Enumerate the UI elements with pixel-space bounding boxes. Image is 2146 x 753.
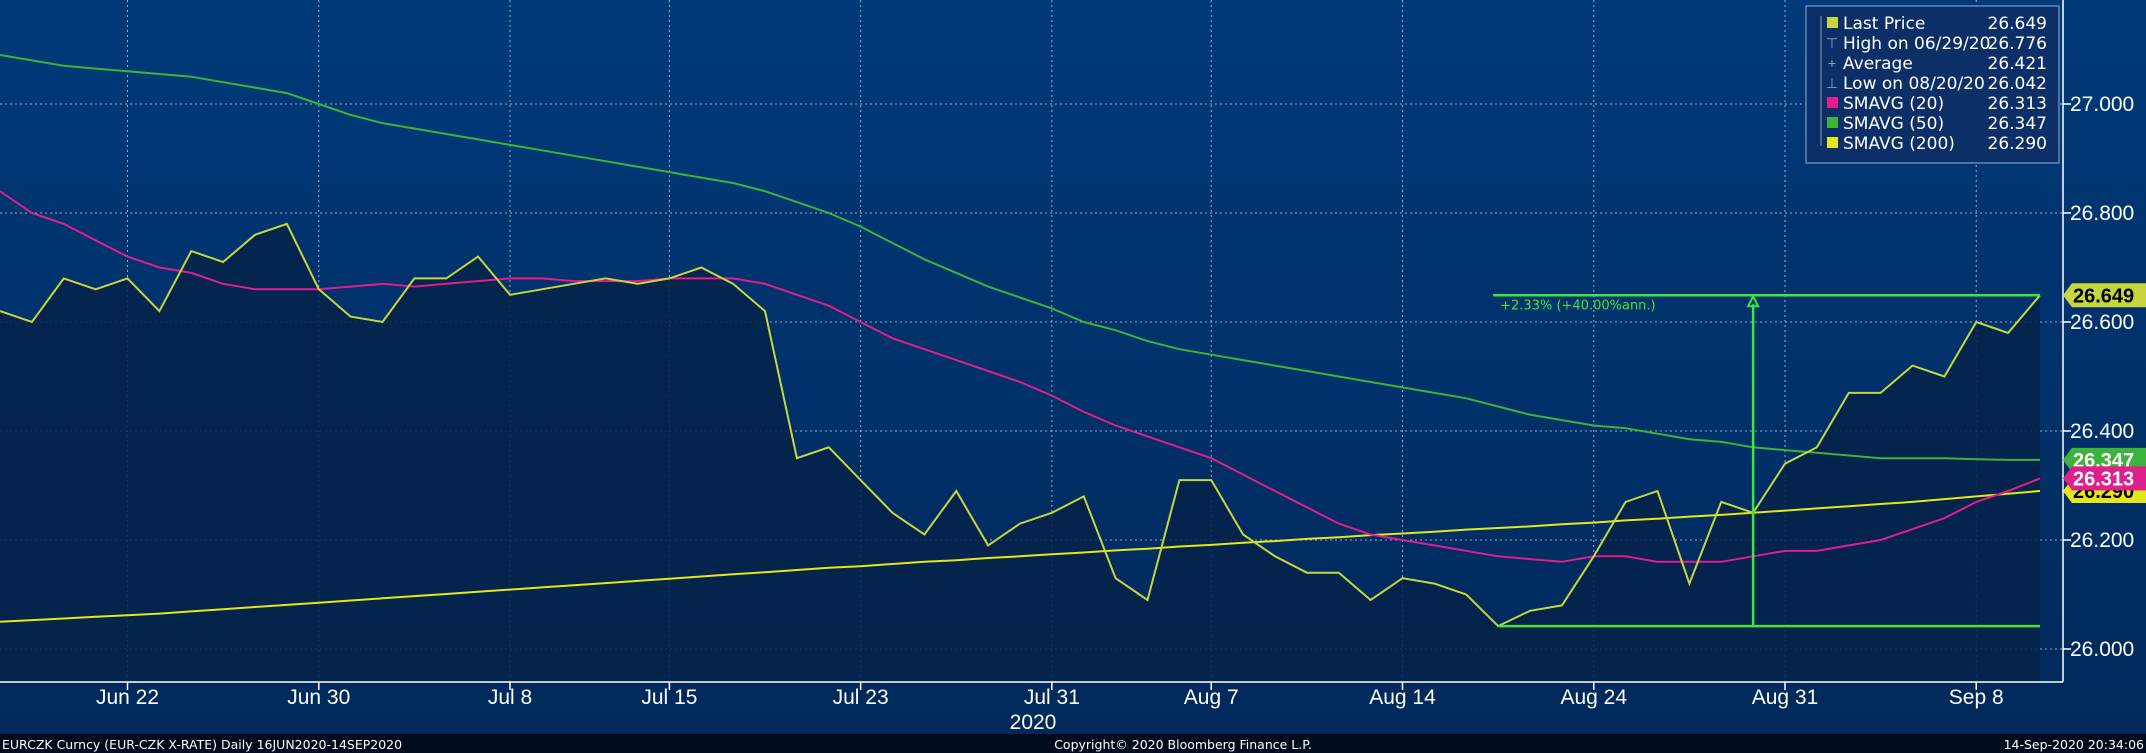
legend-item: ⊥ Low on 08/20/20 26.042: [1826, 74, 2047, 94]
footer-center-text: Copyright© 2020 Bloomberg Finance L.P.: [1054, 737, 1312, 752]
legend-label: Last Price: [1843, 14, 1925, 34]
x-tick-label: Jul 15: [641, 686, 697, 709]
series-lines: [0, 54, 2041, 628]
x-axis-ticks: Jun 22 Jun 30 Jul 8 Jul 15 Jul 23 Jul 31 Aug 7…: [96, 682, 2004, 709]
series-line-smavg-20: [0, 190, 2041, 563]
legend-value: 26.290: [1988, 134, 2047, 154]
legend-label: SMAVG (200): [1843, 134, 1955, 154]
legend-item: SMAVG (200) 26.290: [1827, 134, 2047, 154]
price-tag-label: 26.313: [2073, 468, 2134, 490]
x-tick-label: Aug 7: [1184, 686, 1239, 709]
legend-label: High on 06/29/20: [1843, 34, 1990, 54]
price-area: [0, 223, 2040, 682]
x-tick-label: Jun 22: [96, 686, 159, 709]
legend-glyph: ⊥: [1826, 75, 1838, 91]
y-tick-label: 27.000: [2070, 93, 2134, 116]
x-tick-label: Jul 31: [1024, 686, 1080, 709]
y-tick-label: 26.800: [2070, 202, 2134, 225]
series-line-smavg-200: [0, 490, 2041, 623]
series-line-last-price: [0, 222, 2041, 628]
legend-value: 26.421: [1988, 54, 2047, 74]
legend-box: [1805, 5, 2060, 164]
legend-item: SMAVG (50) 26.347: [1827, 114, 2047, 134]
x-tick-label: Aug 31: [1752, 686, 1819, 709]
y-tick-label: 26.400: [2070, 420, 2134, 443]
price-tag: 26.347: [2063, 447, 2146, 472]
footer-right-text: 14-Sep-2020 20:34:06: [2004, 737, 2144, 752]
legend-item: + Average 26.421: [1828, 54, 2047, 74]
footer-left-text: EURCZK Curncy (EUR-CZK X-RATE) Daily 16J…: [2, 737, 402, 752]
x-tick-label: Jun 30: [287, 686, 350, 709]
price-tag: 26.649: [2063, 283, 2146, 308]
price-tag-background: [2063, 283, 2146, 308]
legend-value: 26.042: [1988, 74, 2047, 94]
x-tick-label: Sep 8: [1949, 686, 2004, 709]
legend-value: 26.776: [1988, 34, 2047, 54]
legend-swatch: [1827, 97, 1838, 108]
legend-label: SMAVG (20): [1843, 94, 1944, 114]
legend-value: 26.347: [1988, 114, 2047, 134]
price-tag-label: 26.649: [2073, 285, 2134, 307]
x-tick-label: Jul 23: [833, 686, 889, 709]
legend-label: Low on 08/20/20: [1843, 74, 1985, 94]
price-tag-background: [2063, 466, 2146, 491]
y-tick-label: 26.000: [2070, 638, 2134, 661]
x-axis-year-label: 2020: [1010, 711, 1057, 734]
y-tick-label: 26.200: [2070, 529, 2134, 552]
price-tag-label: 26.347: [2073, 450, 2134, 472]
legend-item: Last Price 26.649: [1827, 14, 2047, 34]
legend-swatch: [1827, 117, 1838, 128]
legend-swatch: [1827, 17, 1838, 28]
x-tick-label: Jul 8: [488, 686, 532, 709]
y-axis-ticks: 26.000 26.200 26.400 26.600 26.800 27.000: [2063, 93, 2134, 661]
legend: Last Price 26.649⊤ High on 06/29/2026.776+…: [1805, 5, 2060, 164]
annotation-label: +2.33% (+40.00%ann.): [1500, 298, 1656, 313]
price-tag: 26.313: [2063, 466, 2146, 491]
legend-item: SMAVG (20) 26.313: [1827, 94, 2047, 114]
footer-bar: [0, 734, 2146, 753]
legend-glyph: +: [1828, 55, 1836, 71]
range-annotation: +2.33% (+40.00%ann.): [1493, 294, 2040, 628]
legend-label: Average: [1843, 54, 1913, 74]
legend-glyph: ⊤: [1826, 35, 1838, 51]
legend-value: 26.313: [1988, 94, 2047, 114]
y-tick-label: 26.600: [2070, 311, 2134, 334]
price-tag-background: [2063, 447, 2146, 472]
series-line-smavg-50: [0, 54, 2040, 461]
legend-label: SMAVG (50): [1843, 114, 1944, 134]
annotation-arrow-head: [1746, 294, 1760, 308]
legend-value: 26.649: [1988, 14, 2047, 34]
price-area-fill: [0, 223, 2040, 682]
x-tick-label: Aug 14: [1369, 686, 1436, 709]
legend-swatch: [1827, 137, 1838, 148]
x-tick-label: Aug 24: [1560, 686, 1627, 709]
